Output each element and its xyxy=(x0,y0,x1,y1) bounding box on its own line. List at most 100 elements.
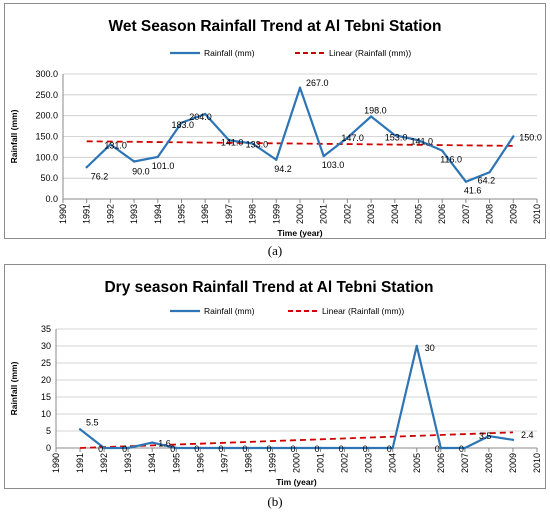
rainfall-point xyxy=(271,446,274,450)
rainfall-point xyxy=(367,446,370,450)
x-tick-label: 1990 xyxy=(51,453,61,473)
wet-season-chart: Wet Season Rainfall Trend at Al Tebni St… xyxy=(9,18,542,238)
rainfall-point xyxy=(369,115,373,118)
chart-title: Dry season Rainfall Trend at Al Tebni St… xyxy=(104,279,433,296)
rainfall-point xyxy=(204,112,207,116)
x-tick-label: 2005 xyxy=(412,453,422,473)
rainfall-point xyxy=(511,438,515,442)
rainfall-point xyxy=(439,446,442,450)
x-tick-label: 2008 xyxy=(484,453,494,473)
wet-season-chart-panel: Wet Season Rainfall Trend at Al Tebni St… xyxy=(4,3,546,239)
rainfall-point xyxy=(223,446,226,450)
x-tick-label: 2007 xyxy=(461,204,471,224)
trend-line xyxy=(86,140,514,147)
data-label: 0 xyxy=(459,444,464,454)
caption-b: (b) xyxy=(267,494,283,509)
x-tick-label: 2009 xyxy=(508,453,518,473)
rainfall-point xyxy=(295,446,298,450)
y-tick-label: 35 xyxy=(41,324,51,334)
rainfall-point xyxy=(78,428,82,431)
y-tick-label: 300.0 xyxy=(35,69,58,79)
dry-season-chart: Dry season Rainfall Trend at Al Tebni St… xyxy=(9,279,542,487)
y-axis-title: Rainfall (mm) xyxy=(9,361,19,415)
rainfall-point xyxy=(441,149,444,152)
data-label: 0 xyxy=(435,444,440,454)
data-label: 3.5 xyxy=(479,431,492,441)
data-label: 0 xyxy=(218,444,223,454)
rainfall-point xyxy=(275,158,278,161)
legend-rainfall-label: Rainfall (mm) xyxy=(204,48,255,58)
x-tick-label: 2009 xyxy=(508,204,518,224)
rainfall-point xyxy=(247,446,250,450)
x-tick-label: 1999 xyxy=(271,204,281,224)
x-tick-label: 2007 xyxy=(460,453,470,473)
x-tick-label: 2000 xyxy=(295,204,305,224)
data-label: 1.6 xyxy=(158,439,171,449)
x-tick-label: 1993 xyxy=(123,453,133,473)
data-label: 0 xyxy=(291,444,296,454)
x-tick-label: 2006 xyxy=(436,453,446,473)
x-tick-label: 2005 xyxy=(414,204,424,224)
legend-trend-label: Linear (Rainfall (mm)) xyxy=(329,48,411,58)
rainfall-point xyxy=(417,139,420,142)
rainfall-point xyxy=(319,446,322,450)
data-label: 76.2 xyxy=(91,171,109,181)
data-label: 267.0 xyxy=(306,78,329,88)
data-label: 116.0 xyxy=(440,155,462,165)
data-label: 198.0 xyxy=(364,106,387,116)
x-tick-label: 1995 xyxy=(171,453,181,473)
data-label: 90.0 xyxy=(132,167,150,177)
rainfall-point xyxy=(322,154,325,158)
data-label: 204.0 xyxy=(189,112,212,122)
x-tick-label: 1990 xyxy=(58,204,68,224)
data-label: 141.0 xyxy=(221,137,244,147)
data-label: 153.0 xyxy=(385,132,408,142)
rainfall-point xyxy=(343,446,346,450)
chart-title: Wet Season Rainfall Trend at Al Tebni St… xyxy=(108,18,441,35)
rainfall-point xyxy=(180,121,183,124)
data-label: 141.0 xyxy=(411,136,434,146)
data-label: 103.0 xyxy=(322,160,345,170)
x-tick-label: 1992 xyxy=(105,204,115,224)
rainfall-point xyxy=(415,344,418,348)
x-tick-label: 1994 xyxy=(147,453,157,473)
data-label: 64.2 xyxy=(478,175,496,185)
data-label: 0 xyxy=(242,444,247,454)
x-tick-label: 2004 xyxy=(390,204,400,224)
rainfall-point xyxy=(151,441,154,444)
x-tick-label: 2003 xyxy=(366,204,376,224)
y-tick-label: 50.0 xyxy=(40,173,58,183)
y-tick-label: 30 xyxy=(41,341,51,351)
y-tick-label: 20 xyxy=(41,375,51,385)
x-tick-label: 2008 xyxy=(485,204,495,224)
rainfall-point xyxy=(251,142,254,145)
x-tick-label: 2010 xyxy=(532,204,542,224)
rainfall-point xyxy=(391,446,394,450)
y-axis-title: Rainfall (mm) xyxy=(9,109,19,163)
data-label: 133.0 xyxy=(246,140,269,150)
rainfall-point xyxy=(393,134,396,137)
data-label: 0 xyxy=(194,444,199,454)
x-tick-label: 1992 xyxy=(99,453,109,473)
x-tick-label: 1998 xyxy=(243,453,253,473)
data-label: 183.0 xyxy=(172,120,195,130)
x-tick-label: 2002 xyxy=(340,453,350,473)
data-label: 147.0 xyxy=(341,133,364,143)
y-tick-label: 0 xyxy=(46,443,51,453)
data-label: 101.0 xyxy=(152,161,175,171)
data-label: 0 xyxy=(266,444,271,454)
y-tick-label: 250.0 xyxy=(35,90,58,100)
x-tick-label: 2006 xyxy=(437,204,447,224)
rainfall-point xyxy=(298,86,302,89)
x-tick-label: 1991 xyxy=(75,453,85,473)
data-label: 0 xyxy=(315,444,320,454)
x-tick-label: 2001 xyxy=(319,204,329,224)
trend-line xyxy=(80,431,513,449)
rainfall-point xyxy=(156,155,159,159)
rainfall-point xyxy=(488,171,491,174)
rainfall-point xyxy=(132,160,136,163)
y-tick-label: 0.0 xyxy=(45,194,58,204)
legend-rainfall-label: Rainfall (mm) xyxy=(204,306,255,316)
y-tick-label: 200.0 xyxy=(35,111,58,121)
x-tick-label: 1996 xyxy=(195,453,205,473)
